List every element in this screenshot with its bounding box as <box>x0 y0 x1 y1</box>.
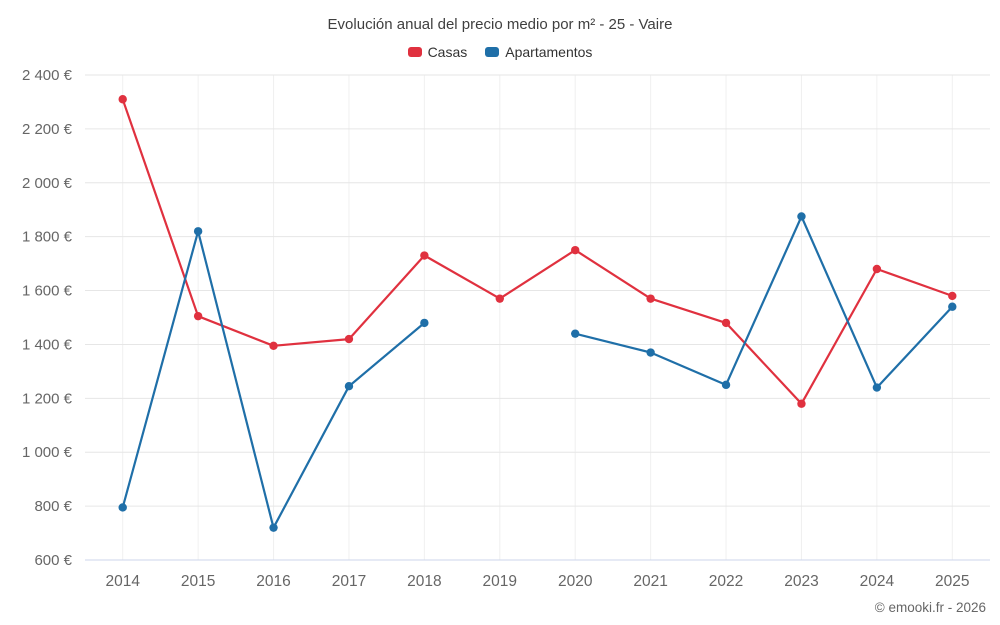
data-point-apartamentos-2023 <box>797 212 806 221</box>
x-axis-tick-label: 2022 <box>709 573 743 590</box>
data-point-casas-2023 <box>797 399 806 408</box>
y-axis-tick-label: 2 400 € <box>22 67 73 84</box>
data-point-apartamentos-2018 <box>420 318 429 328</box>
data-point-casas-2018 <box>420 251 429 260</box>
y-axis-tick-label: 800 € <box>34 498 72 515</box>
chart-legend: Casas Apartamentos <box>0 44 1000 60</box>
data-point-casas-2024 <box>872 264 882 274</box>
data-point-apartamentos-2014 <box>118 503 127 512</box>
data-point-apartamentos-2015 <box>193 227 203 236</box>
legend-label: Apartamentos <box>505 44 593 60</box>
data-point-apartamentos-2021 <box>646 348 655 357</box>
x-axis-tick-label: 2021 <box>633 573 667 590</box>
data-point-casas-2014 <box>118 95 127 104</box>
chart-title: Evolución anual del precio medio por m² … <box>327 16 673 33</box>
y-axis-tick-label: 2 200 € <box>22 121 73 138</box>
x-axis-tick-label: 2014 <box>105 573 140 590</box>
y-axis-tick-label: 1 200 € <box>22 390 73 407</box>
data-point-casas-2021 <box>646 294 655 303</box>
legend-item-casas[interactable]: Casas <box>407 44 468 60</box>
series-line-apartamentos <box>121 215 954 529</box>
series-line-casas <box>121 98 954 405</box>
data-point-casas-2019 <box>495 294 504 303</box>
legend-marker-icon <box>407 47 422 57</box>
data-point-casas-2025 <box>948 291 957 301</box>
data-point-apartamentos-2017 <box>344 382 354 391</box>
data-point-casas-2017 <box>344 334 354 344</box>
y-axis-tick-label: 1 800 € <box>22 229 73 246</box>
data-point-apartamentos-2025 <box>948 302 957 311</box>
data-point-apartamentos-2016 <box>269 523 278 532</box>
data-point-casas-2016 <box>269 341 278 350</box>
data-point-casas-2022 <box>721 318 731 328</box>
data-point-casas-2020 <box>571 245 580 255</box>
x-axis-tick-label: 2019 <box>483 573 517 590</box>
legend-label: Casas <box>427 44 468 60</box>
x-axis-tick-label: 2017 <box>332 573 366 590</box>
x-axis-tick-label: 2024 <box>860 573 895 590</box>
x-axis-tick-label: 2015 <box>181 573 215 590</box>
x-axis-tick-label: 2025 <box>935 573 969 590</box>
legend-marker-icon <box>485 47 500 57</box>
y-axis-tick-label: 1 400 € <box>22 336 73 353</box>
y-axis-tick-label: 1 600 € <box>22 283 73 300</box>
x-axis-tick-label: 2020 <box>558 573 593 590</box>
y-axis-tick-label: 600 € <box>34 552 72 569</box>
legend-item-apartamentos[interactable]: Apartamentos <box>485 44 592 60</box>
y-axis-tick-label: 2 000 € <box>22 175 73 192</box>
data-point-casas-2015 <box>193 311 203 321</box>
data-point-apartamentos-2024 <box>872 383 882 392</box>
x-axis-tick-label: 2018 <box>407 573 441 590</box>
x-axis-tick-label: 2016 <box>256 573 290 590</box>
y-axis-tick-label: 1 000 € <box>22 444 73 461</box>
copyright-label: © emooki.fr - 2026 <box>874 600 986 615</box>
data-point-apartamentos-2020 <box>571 329 580 338</box>
data-point-apartamentos-2022 <box>721 380 731 390</box>
x-axis-tick-label: 2023 <box>784 573 818 590</box>
